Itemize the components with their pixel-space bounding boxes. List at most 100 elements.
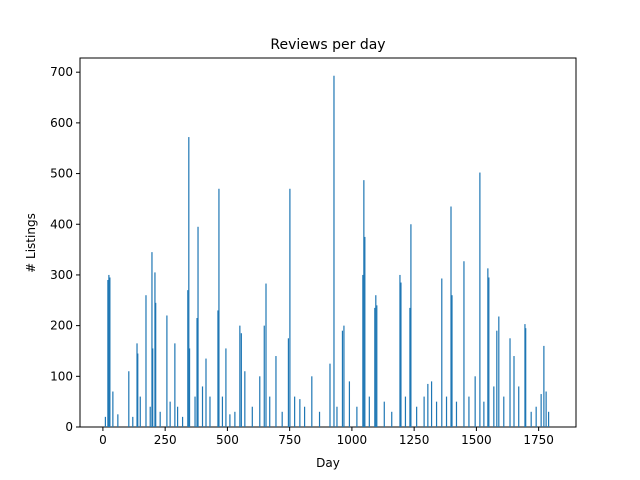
bar: [518, 386, 520, 427]
y-axis-label: # Listings: [24, 213, 38, 273]
bar: [363, 180, 365, 427]
bar: [299, 399, 301, 427]
y-tick-label: 200: [50, 319, 73, 333]
x-tick-label: 750: [278, 433, 301, 447]
y-tick-label: 0: [65, 420, 73, 434]
bar: [269, 396, 271, 427]
bar: [169, 401, 171, 427]
bar: [194, 396, 196, 427]
bar: [333, 75, 335, 427]
bar: [341, 330, 344, 427]
bar: [197, 226, 199, 427]
y-tick-label: 400: [50, 217, 73, 231]
bar: [364, 236, 366, 427]
bar: [356, 406, 358, 427]
bar: [154, 272, 156, 427]
bar: [181, 416, 184, 427]
bar: [513, 356, 515, 427]
bar: [348, 381, 351, 427]
bar: [463, 261, 465, 427]
bar: [479, 172, 481, 427]
bar: [225, 348, 227, 427]
bar: [329, 363, 331, 427]
bar: [530, 411, 532, 427]
bar: [145, 295, 147, 427]
plot-frame: [79, 57, 577, 428]
x-tick-label: 0: [99, 433, 107, 447]
bar: [136, 343, 138, 427]
bar: [410, 224, 412, 427]
bar: [205, 358, 207, 427]
bar: [151, 252, 153, 427]
y-tick-label: 100: [50, 369, 73, 383]
y-tick-label: 300: [50, 268, 73, 282]
bar: [399, 274, 401, 427]
bar: [336, 406, 338, 427]
bar: [524, 324, 526, 427]
y-tick-label: 700: [50, 65, 73, 79]
bar: [427, 383, 429, 427]
bar: [483, 401, 485, 427]
bar: [311, 376, 313, 427]
bar: [503, 396, 505, 427]
bar: [543, 345, 545, 427]
x-tick-label: 1750: [523, 433, 554, 447]
x-tick-label: 1500: [461, 433, 492, 447]
bar: [275, 356, 277, 427]
bar: [240, 333, 242, 427]
x-tick-label: 1000: [337, 433, 368, 447]
bar: [294, 396, 296, 427]
x-tick-label: 500: [216, 433, 239, 447]
bar: [166, 315, 168, 427]
bar: [259, 376, 261, 427]
bar: [104, 416, 106, 427]
bar: [487, 268, 489, 427]
bar: [108, 274, 110, 427]
bar: [265, 283, 267, 427]
bar: [139, 396, 141, 427]
bar: [488, 277, 490, 427]
bar: [218, 188, 220, 427]
bar: [343, 325, 345, 427]
bar: [303, 406, 306, 427]
bar: [455, 401, 458, 427]
bar: [177, 406, 179, 427]
bar: [540, 394, 542, 427]
y-tick-label: 600: [50, 116, 73, 130]
bar: [234, 411, 236, 427]
bar: [281, 411, 283, 427]
bar: [201, 386, 204, 427]
x-tick-label: 1250: [399, 433, 430, 447]
bar: [545, 391, 547, 427]
bar: [391, 411, 393, 427]
bar: [263, 325, 265, 427]
bar: [196, 318, 198, 427]
bar: [159, 411, 161, 427]
bar: [430, 381, 433, 427]
bar: [217, 310, 219, 427]
bar: [174, 343, 176, 427]
bar: [451, 295, 453, 427]
bar: [107, 280, 109, 427]
bar: [229, 414, 231, 427]
bar: [239, 325, 241, 427]
bar: [128, 371, 130, 427]
bar: [188, 348, 191, 427]
bar: [137, 353, 139, 427]
bar: [244, 371, 246, 427]
x-tick-label: 250: [154, 433, 177, 447]
bar: [525, 328, 527, 427]
bar: [376, 305, 378, 427]
bar: [445, 396, 448, 427]
bar: [468, 396, 470, 427]
bar: [375, 295, 377, 427]
bar: [383, 401, 385, 427]
bar: [149, 406, 151, 427]
bar: [251, 406, 253, 427]
bar: [221, 396, 224, 427]
bar: [548, 411, 550, 427]
bar: [287, 338, 290, 427]
bar: [496, 330, 498, 427]
